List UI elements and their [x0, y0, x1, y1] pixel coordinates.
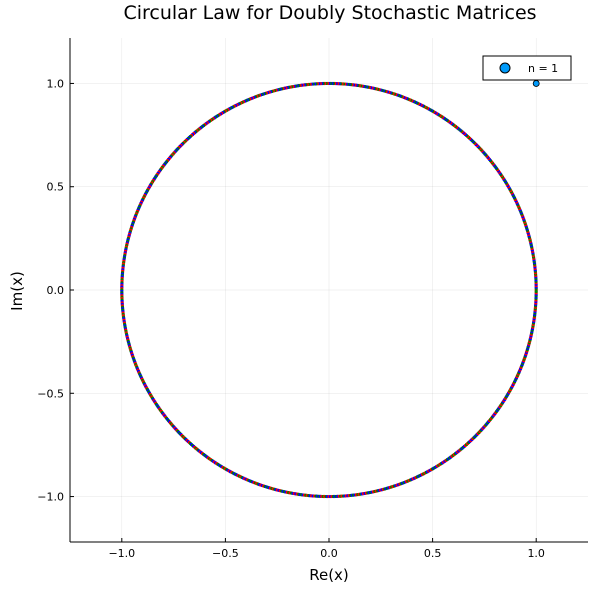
chart-title: Circular Law for Doubly Stochastic Matri… — [123, 2, 536, 24]
series-point-0-0 — [532, 80, 540, 87]
x-tick-label-0: −1.0 — [108, 547, 135, 560]
y-axis-label: Im(x) — [8, 271, 26, 311]
y-tick-label-0: −1.0 — [37, 491, 64, 504]
legend-box — [482, 55, 572, 81]
y-tick-label-1: −0.5 — [37, 387, 64, 400]
x-tick-label-1: −0.5 — [212, 547, 239, 560]
y-tick-label-2: 0.0 — [47, 284, 65, 297]
x-tick-labels: −1.0 −0.5 0.0 0.5 1.0 — [108, 538, 545, 560]
y-tick-label-3: 0.5 — [47, 181, 65, 194]
legend: n = 1 — [482, 55, 572, 81]
x-tick-label-2: 0.0 — [320, 547, 338, 560]
circle-eigenvalue-points — [120, 81, 538, 499]
circle-point-899 — [534, 289, 538, 294]
x-axis-label: Re(x) — [309, 566, 349, 584]
series-points — [532, 80, 540, 87]
y-tick-label-4: 1.0 — [47, 77, 65, 90]
x-tick-label-3: 0.5 — [424, 547, 442, 560]
x-tick-label-4: 1.0 — [527, 547, 545, 560]
legend-marker-0 — [499, 62, 511, 74]
legend-label-0: n = 1 — [528, 62, 558, 75]
y-tick-labels: −1.0 −0.5 0.0 0.5 1.0 — [37, 77, 74, 504]
